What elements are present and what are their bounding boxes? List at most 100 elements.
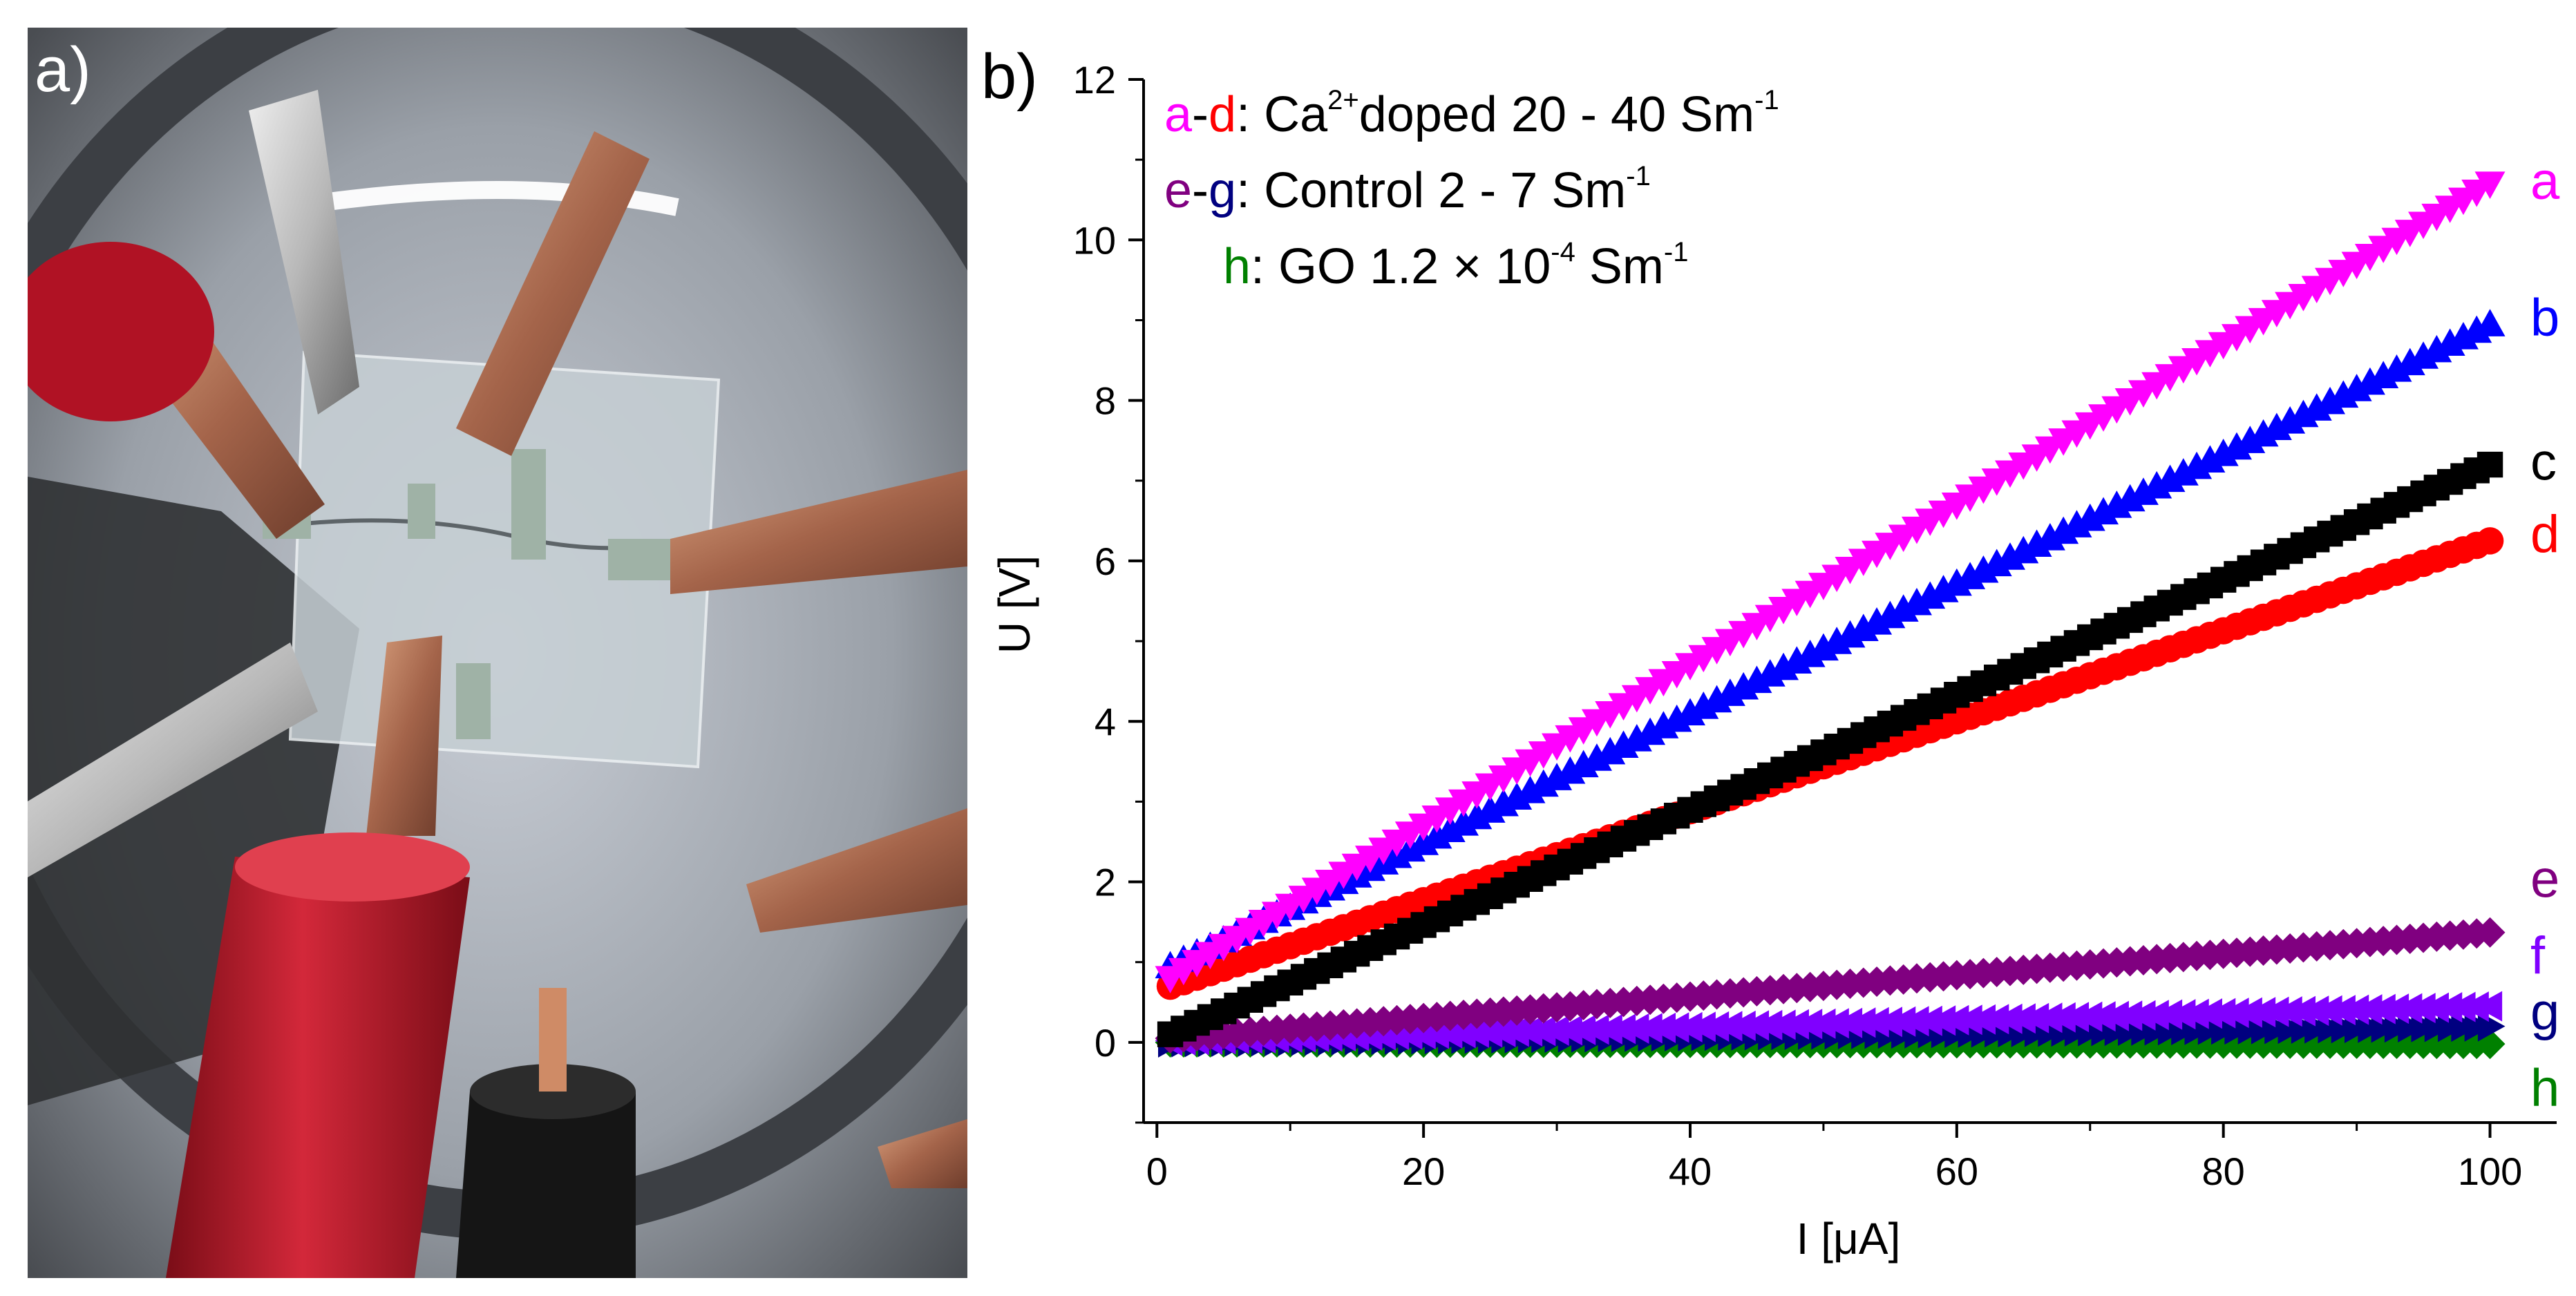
data-point <box>2114 1000 2143 1031</box>
red-banana-plug <box>7 242 214 421</box>
red-plug-top <box>235 832 470 902</box>
data-point <box>2368 993 2396 1025</box>
series-a <box>1155 171 2506 993</box>
data-point <box>2061 1002 2090 1033</box>
graphene-film <box>290 518 650 551</box>
plug-pin <box>539 988 567 1092</box>
data-point <box>2221 998 2249 1029</box>
data-point <box>1688 1011 1716 1042</box>
alligator-clip <box>456 131 650 456</box>
data-point <box>1648 1012 1676 1043</box>
data-point <box>2128 1000 2156 1031</box>
x-tick-label: 40 <box>1669 1150 1712 1193</box>
data-point <box>2208 998 2236 1029</box>
y-tick-label: 6 <box>1095 540 1116 583</box>
data-point <box>2074 1001 2103 1032</box>
data-point <box>2034 1002 2063 1033</box>
series-d <box>1156 527 2504 1000</box>
x-tick-label: 20 <box>1402 1150 1445 1193</box>
data-point <box>1448 1018 1476 1049</box>
data-point <box>1875 1007 1902 1038</box>
series-label-f: f <box>2530 926 2546 985</box>
y-tick-label: 4 <box>1095 700 1116 743</box>
series-label-a: a <box>2530 152 2560 211</box>
legend-entry-h: h: GO 1.2 × 10-4 Sm-1 <box>1223 237 1688 294</box>
data-point <box>2195 998 2222 1029</box>
data-point <box>2315 995 2342 1026</box>
data-point <box>1995 1003 2023 1034</box>
photo-panel: a) <box>0 0 1102 1278</box>
data-point <box>1635 1013 1663 1044</box>
data-point <box>1955 1004 1982 1036</box>
x-axis-label: I [μA] <box>1797 1214 1901 1264</box>
series-f <box>1155 991 2503 1056</box>
legend-entry-a-d: a-d: Ca2+doped 20 - 40 Sm-1 <box>1164 85 1779 142</box>
data-point <box>1888 1006 1916 1037</box>
data-point <box>2008 1003 2036 1034</box>
series-label-h: h <box>2530 1059 2559 1118</box>
data-point <box>1568 1014 1596 1045</box>
y-tick-label: 0 <box>1095 1021 1116 1065</box>
alligator-clip <box>746 808 967 933</box>
contact-pad <box>456 663 491 739</box>
data-point <box>2048 1002 2076 1033</box>
data-point <box>2168 999 2196 1030</box>
x-tick-label: 100 <box>2458 1150 2522 1193</box>
red-banana-plug <box>166 857 470 1278</box>
data-point <box>1595 1013 1622 1045</box>
series-label-b: b <box>2530 288 2559 347</box>
data-point <box>1835 1007 1863 1038</box>
data-point <box>1794 1009 1823 1040</box>
data-point <box>1928 1005 1956 1036</box>
device-photo: a) <box>0 0 1102 1278</box>
data-point <box>1821 1008 1849 1039</box>
data-point <box>1862 1007 1889 1038</box>
y-axis-label: U [V] <box>989 555 1039 654</box>
contact-pad <box>608 539 670 580</box>
data-point <box>1901 1006 1929 1037</box>
data-point <box>2474 309 2506 336</box>
y-tick-label: 2 <box>1095 861 1116 904</box>
contact-pad <box>408 484 435 539</box>
data-point <box>2421 992 2449 1023</box>
data-point <box>1488 1016 1516 1047</box>
data-point <box>1555 1015 1582 1046</box>
data-point <box>2328 995 2356 1026</box>
data-point <box>2181 998 2209 1029</box>
data-point <box>1781 1009 1809 1040</box>
data-point <box>1621 1013 1649 1044</box>
series-c <box>1157 451 2503 1047</box>
y-tick-label: 12 <box>1073 58 1116 102</box>
data-point <box>2476 451 2503 478</box>
panel-a-label: a) <box>35 35 91 105</box>
x-tick-label: 0 <box>1146 1150 1168 1193</box>
data-point <box>2434 992 2463 1023</box>
data-point <box>2474 171 2506 199</box>
data-point <box>2154 999 2183 1030</box>
data-point <box>1768 1009 1796 1040</box>
data-point <box>2474 917 2506 948</box>
data-point <box>1728 1010 1756 1041</box>
alligator-clip <box>878 1119 967 1188</box>
series-label-c: c <box>2530 433 2557 492</box>
panel-b-label: b) <box>981 41 1038 112</box>
data-point <box>2381 993 2409 1025</box>
data-point <box>1661 1012 1689 1043</box>
data-point <box>2461 991 2489 1022</box>
series-label-e: e <box>2530 850 2559 909</box>
data-point <box>2476 527 2504 555</box>
data-point <box>1714 1011 1743 1042</box>
data-point <box>1528 1016 1556 1047</box>
data-point <box>1701 1011 1730 1042</box>
data-point <box>2447 991 2476 1022</box>
series-label-d: d <box>2530 505 2559 564</box>
data-point <box>1915 1005 1942 1036</box>
data-point <box>2288 995 2316 1027</box>
data-point <box>2354 994 2383 1025</box>
data-point <box>2408 993 2436 1024</box>
data-point <box>2021 1002 2049 1033</box>
data-point <box>2301 995 2329 1027</box>
data-point <box>1674 1011 1703 1042</box>
data-point <box>1434 1018 1463 1049</box>
